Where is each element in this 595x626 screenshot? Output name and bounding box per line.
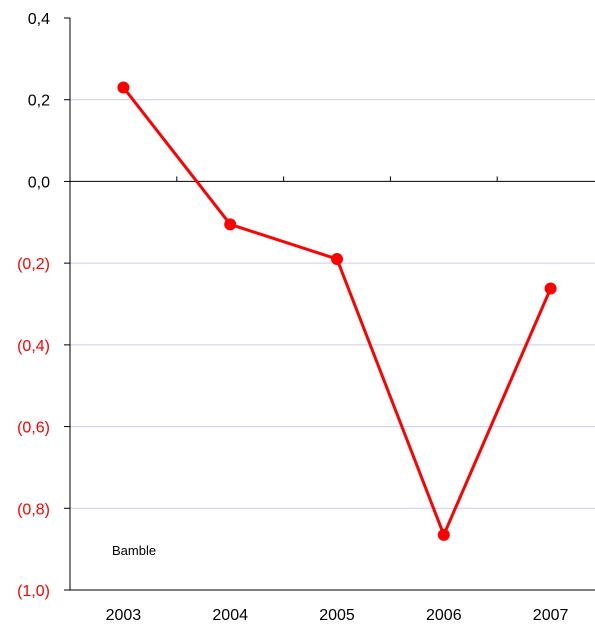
series-label-bamble: Bamble: [112, 543, 156, 558]
data-point: [331, 253, 343, 266]
x-tick-label: 2003: [106, 607, 142, 624]
x-axis-tick-labels: 2003 2004 2005 2006 2007: [106, 607, 569, 624]
data-point: [224, 218, 237, 231]
gridlines: [70, 99, 595, 509]
y-tick-label: (1,0): [17, 583, 50, 600]
y-tick-label: (0,8): [17, 501, 50, 518]
y-tick-label: 0,4: [28, 11, 50, 28]
y-axis-tick-labels: 0,4 0,2 0,0 (0,2) (0,4) (0,6) (0,8) (1,0): [17, 11, 50, 600]
data-point: [437, 528, 450, 541]
data-point: [117, 81, 130, 94]
y-tick-label: (0,4): [17, 338, 50, 355]
x-tick-label: 2006: [426, 607, 462, 624]
x-tick-label: 2007: [533, 607, 569, 624]
data-point: [544, 282, 557, 295]
x-tick-label: 2005: [319, 607, 355, 624]
y-tick-label: (0,2): [17, 256, 50, 273]
axes: [64, 17, 595, 591]
y-tick-label: (0,6): [17, 420, 50, 437]
y-tick-label: 0,0: [28, 174, 50, 191]
series-bamble: [117, 81, 557, 541]
series-line: [122, 86, 552, 537]
y-tick-label: 0,2: [28, 93, 50, 110]
x-tick-label: 2004: [212, 607, 248, 624]
